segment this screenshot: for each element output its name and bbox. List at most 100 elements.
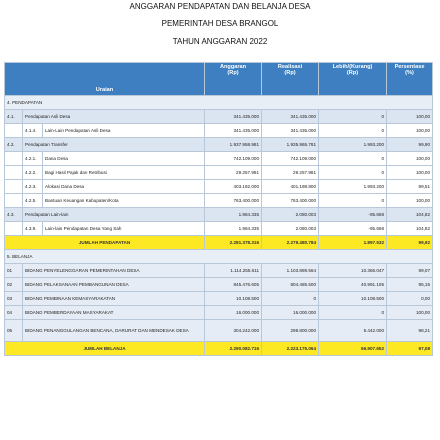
row-name: Dana Desa [41, 151, 206, 166]
row-code: 01 [4, 263, 23, 278]
row-code: 05 [4, 319, 23, 342]
row-anggaran: 10.108.500 [204, 291, 263, 306]
row-realisasi: 763.400.000 [261, 193, 320, 208]
row-code: 4.1.4. [22, 123, 43, 138]
section-pendapatan: 4. PENDAPATAN [3, 95, 434, 110]
row-persen: 99,07 [386, 263, 434, 278]
row-anggaran: 1.937.958.981 [204, 137, 263, 152]
header-realisasi: Realisasi (Rp) [261, 62, 320, 96]
table-row: 4.3.9. Lain-lain Pendapatan Desa Yang Sa… [4, 221, 434, 236]
row-name: Lain-Lain Pendapatan Asli Desa [41, 123, 206, 138]
row-anggaran: 341.435.000 [204, 123, 263, 138]
total-lebih: 1.897.532 [318, 235, 388, 250]
row-persen: 99,51 [386, 179, 434, 194]
row-persen: 100,00 [386, 193, 434, 208]
row-persen: 100,00 [386, 123, 434, 138]
row-anggaran: 403.192.000 [204, 179, 263, 194]
row-anggaran: 16.000.000 [204, 305, 263, 320]
header-uraian: Uraian [3, 62, 206, 96]
table-row: 01 BIDANG PENYELENGGARAN PEMERINTAHAN DE… [4, 263, 434, 278]
table-row: 4.2.1. Dana Desa 742.109.000 742.109.000… [4, 151, 434, 166]
row-persen: 100,00 [386, 305, 434, 320]
row-code: 4.2.3. [22, 179, 43, 194]
row-lebih: 1.993.200 [318, 179, 388, 194]
report-subtitle-year: TAHUN ANGGARAN 2022 [172, 37, 268, 46]
total-pendapatan-row: JUMLAH PENDAPATAN 2.281.378.316 2.279.48… [3, 235, 434, 250]
row-realisasi: 16.000.000 [261, 305, 320, 320]
total-realisasi: 2.279.480.784 [261, 235, 320, 250]
row-code: 4.2.2. [22, 165, 43, 180]
row-persen: 100,00 [386, 109, 434, 124]
row-lebih: 10.366.047 [318, 263, 388, 278]
row-anggaran: 1.984.335 [204, 221, 263, 236]
row-anggaran: 1.984.335 [204, 207, 263, 222]
row-realisasi: 341.435.000 [261, 109, 320, 124]
row-name: Bantuan Keuangan Kabupaten/Kota [41, 193, 206, 208]
row-realisasi: 341.435.000 [261, 123, 320, 138]
row-code: 4.3.9. [22, 221, 43, 236]
row-name: Lain-lain Pendapatan Desa Yang Sah [41, 221, 206, 236]
row-lebih: -95.668 [318, 221, 388, 236]
row-anggaran: 742.109.000 [204, 151, 263, 166]
row-name: Alokasi Dana Desa [41, 179, 206, 194]
row-realisasi: 0 [261, 291, 320, 306]
table-row: 03 BIDANG PEMBINAAN KEMASYARAKATAN 10.10… [4, 291, 434, 306]
row-code: 02 [4, 277, 23, 292]
row-lebih: 1.993.200 [318, 137, 388, 152]
row-lebih: 0 [318, 123, 388, 138]
total-persen: 97,08 [386, 341, 434, 356]
row-persen: 100,00 [386, 165, 434, 180]
row-persen: 98,21 [386, 319, 434, 342]
total-realisasi: 2.223.175.064 [261, 341, 320, 356]
budget-table: Uraian Anggaran (Rp) Realisasi (Rp) Lebi… [3, 62, 434, 356]
section-label: 4. PENDAPATAN [3, 95, 434, 110]
row-anggaran: 341.435.000 [204, 109, 263, 124]
row-realisasi: 2.080.003 [261, 221, 320, 236]
row-code: 4.2.1. [22, 151, 43, 166]
row-lebih: 0 [318, 151, 388, 166]
row-lebih: 0 [318, 165, 388, 180]
row-anggaran: 1.114.255.611 [204, 263, 263, 278]
row-persen: 0,00 [386, 291, 434, 306]
total-lebih: 66.907.652 [318, 341, 388, 356]
table-row: 4.1.4. Lain-Lain Pendapatan Asli Desa 34… [4, 123, 434, 138]
row-anggaran: 304.242.000 [204, 319, 263, 342]
table-row: 4.2. Pendapatan Transfer 1.937.958.981 1… [4, 137, 434, 152]
row-name: BIDANG PENYELENGGARAN PEMERINTAHAN DESA [21, 263, 206, 278]
table-row: 4.2.5. Bantuan Keuangan Kabupaten/Kota 7… [4, 193, 434, 208]
row-persen: 104,82 [386, 221, 434, 236]
header-persentase: Persentase (%) [386, 62, 434, 96]
row-lebih: 40.991.105 [318, 277, 388, 292]
row-persen: 95,15 [386, 277, 434, 292]
row-persen: 99,90 [386, 137, 434, 152]
row-realisasi: 742.109.000 [261, 151, 320, 166]
row-realisasi: 2.080.003 [261, 207, 320, 222]
total-anggaran: 2.281.378.316 [204, 235, 263, 250]
section-label: 5. BELANJA [3, 249, 434, 264]
row-code: 04 [4, 305, 23, 320]
row-lebih: 10.108.500 [318, 291, 388, 306]
table-row: 4.1. Pendapatan Asli Desa 341.435.000 34… [4, 109, 434, 124]
row-name: Pendapatan Transfer [21, 137, 206, 152]
section-belanja: 5. BELANJA [3, 249, 434, 264]
table-header-row: Uraian Anggaran (Rp) Realisasi (Rp) Lebi… [3, 62, 434, 96]
report-subtitle-village: PEMERINTAH DESA BRANGOL [161, 19, 279, 28]
row-lebih: 5.442.000 [318, 319, 388, 342]
row-persen: 104,82 [386, 207, 434, 222]
table-row: 4.2.3. Alokasi Dana Desa 403.192.000 401… [4, 179, 434, 194]
header-anggaran: Anggaran (Rp) [204, 62, 263, 96]
row-name: Pendapatan Asli Desa [21, 109, 206, 124]
row-lebih: 0 [318, 305, 388, 320]
total-label: JUMLAH BELANJA [3, 341, 206, 356]
row-name: Pendapatan Lain-lain [21, 207, 206, 222]
row-realisasi: 298.800.000 [261, 319, 320, 342]
row-anggaran: 29.257.981 [204, 165, 263, 180]
row-lebih: 0 [318, 109, 388, 124]
row-anggaran: 763.400.000 [204, 193, 263, 208]
row-realisasi: 1.103.889.564 [261, 263, 320, 278]
total-belanja-row: JUMLAH BELANJA 2.290.082.716 2.223.175.0… [3, 341, 434, 356]
row-realisasi: 401.198.800 [261, 179, 320, 194]
row-name: BIDANG PEMBINAAN KEMASYARAKATAN [21, 291, 206, 306]
row-name: BIDANG PENANGGULANGAN BENCANA, DARURAT D… [21, 319, 206, 342]
row-code: 03 [4, 291, 23, 306]
